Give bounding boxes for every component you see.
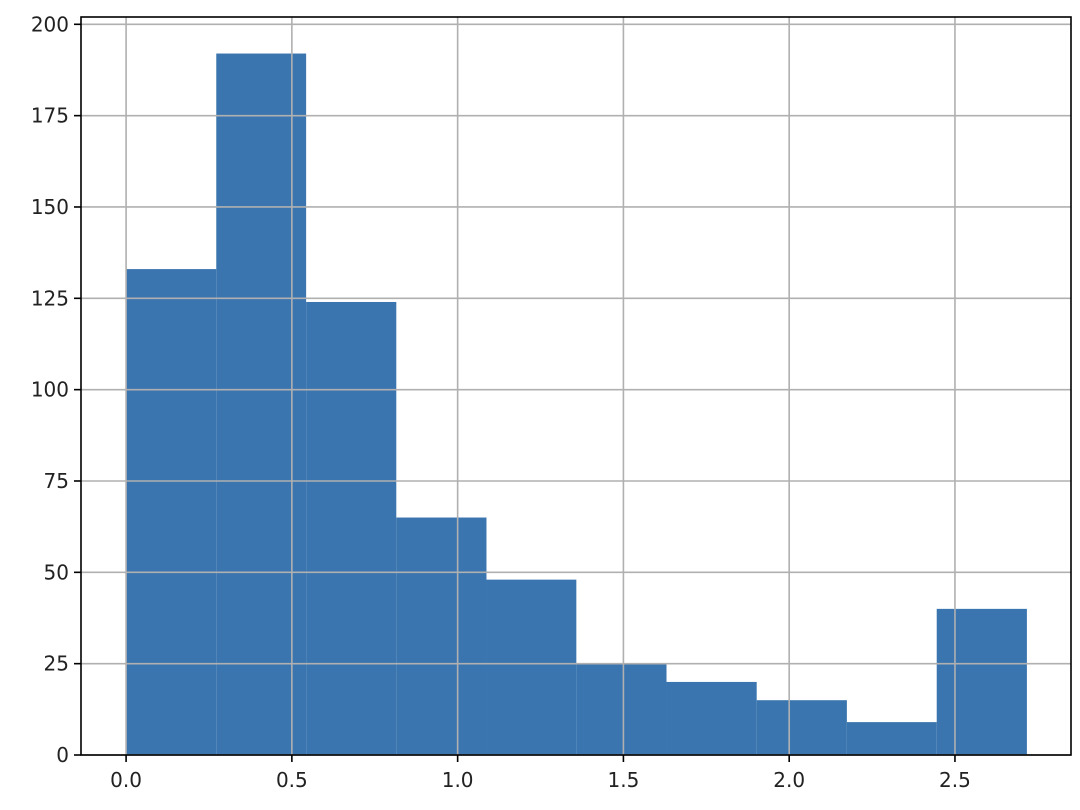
x-tick-label-0: 0.0 bbox=[110, 768, 142, 792]
histogram-bar-3 bbox=[396, 517, 487, 755]
axes-frame bbox=[80, 16, 1072, 756]
y-tick-label-3: 75 bbox=[44, 469, 69, 493]
y-tick-label-8: 200 bbox=[31, 12, 69, 36]
x-tick-label-4: 2.0 bbox=[773, 768, 805, 792]
grid-layer bbox=[81, 17, 1071, 756]
bars-layer bbox=[126, 53, 1027, 755]
histogram-bar-0 bbox=[126, 269, 217, 755]
histogram-bar-7 bbox=[756, 700, 847, 755]
y-tick-label-0: 0 bbox=[56, 743, 69, 767]
y-tick-label-1: 25 bbox=[44, 652, 69, 676]
y-tick-label-5: 125 bbox=[31, 286, 69, 310]
histogram-bar-5 bbox=[576, 663, 667, 755]
histogram-bar-9 bbox=[936, 608, 1027, 755]
x-tick-label-1: 0.5 bbox=[276, 768, 308, 792]
axes-frame-layer bbox=[80, 16, 1072, 756]
y-tick-label-7: 175 bbox=[31, 104, 69, 128]
y-tick-label-6: 150 bbox=[31, 195, 69, 219]
x-tick-label-2: 1.0 bbox=[442, 768, 474, 792]
histogram-bar-8 bbox=[846, 722, 937, 755]
x-tick-label-5: 2.5 bbox=[939, 768, 971, 792]
histogram-bar-6 bbox=[666, 681, 757, 755]
x-tick-label-3: 1.5 bbox=[608, 768, 640, 792]
histogram-bar-4 bbox=[486, 579, 577, 755]
ticks-layer: 0.0 0.5 1.0 1.5 2.0 2.5 0 25 50 75 100 125 150 175 200 bbox=[31, 12, 971, 792]
y-tick-label-4: 100 bbox=[31, 378, 69, 402]
y-tick-label-2: 50 bbox=[44, 560, 69, 584]
histogram-bar-2 bbox=[306, 301, 397, 755]
